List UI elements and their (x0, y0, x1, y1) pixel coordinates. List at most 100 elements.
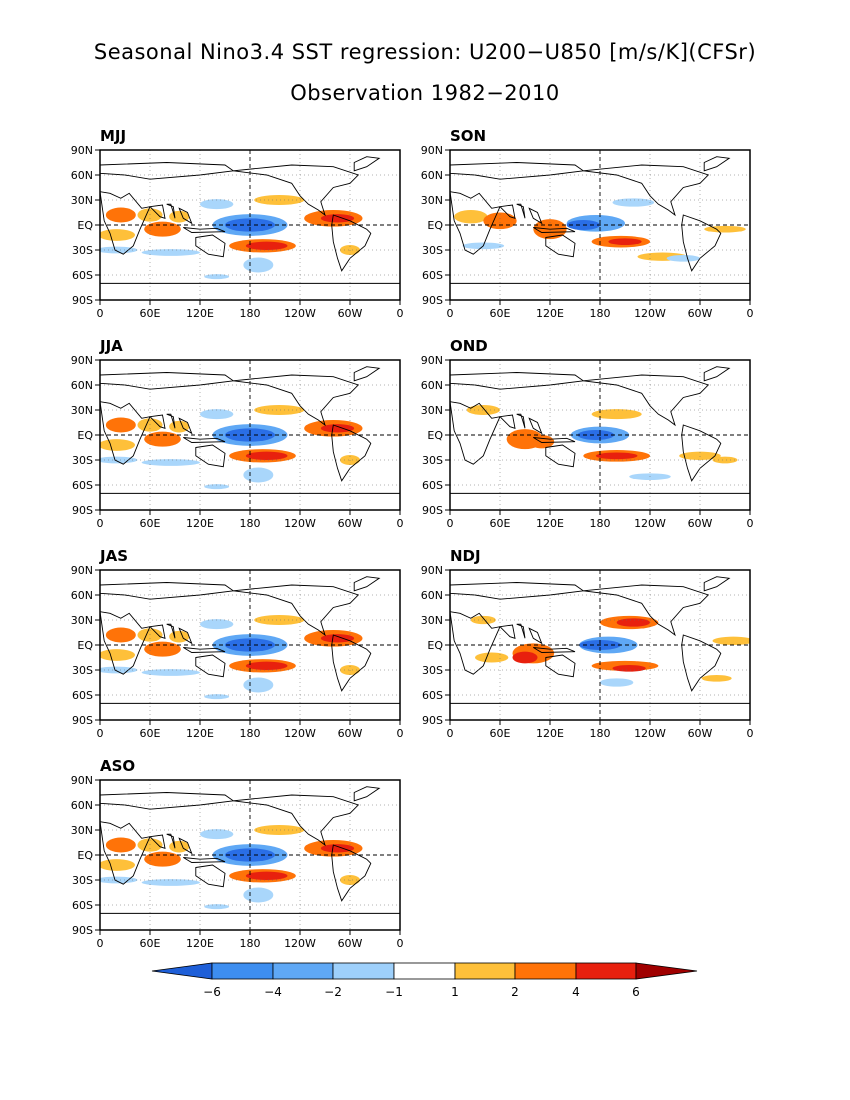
anomaly-blob (666, 255, 700, 262)
continent-outline (516, 623, 526, 639)
continent-outline (100, 162, 235, 180)
lat-tick-label: EQ (77, 429, 93, 442)
panel-title: JJA (99, 337, 123, 355)
lon-tick-label: 180 (240, 517, 261, 530)
lat-tick-label: 90S (422, 504, 443, 517)
continent-outline (233, 374, 360, 427)
panel-title: NDJ (450, 547, 481, 565)
lon-tick-label: 120W (634, 307, 666, 320)
colorbar-high-arrow (635, 962, 698, 980)
anomaly-blob (243, 887, 274, 903)
lat-tick-label: 60S (422, 689, 443, 702)
anomaly-blob (512, 651, 538, 664)
lon-tick-label: 180 (240, 307, 261, 320)
continent-outline (166, 203, 176, 219)
lon-tick-label: 0 (747, 307, 754, 320)
continent-outline (100, 191, 151, 255)
anomaly-blob (105, 207, 136, 223)
continent-outline (499, 624, 516, 639)
lon-tick-label: 60W (338, 937, 363, 950)
continent-outline (450, 162, 585, 180)
colorbar-label: −2 (324, 985, 342, 999)
anomaly-blob (470, 615, 496, 625)
continent-outline (703, 366, 731, 382)
colorbar-low-arrow (151, 962, 213, 980)
anomaly-blob (141, 669, 200, 676)
anomaly-blob (100, 876, 138, 884)
lat-tick-label: 90S (72, 714, 93, 727)
lon-tick-label: 60E (140, 307, 161, 320)
anomaly-blob (169, 210, 190, 223)
anomaly-blob (243, 257, 274, 273)
anomaly-blob (200, 619, 234, 630)
lon-tick-label: 60W (338, 307, 363, 320)
anomaly-blob (100, 246, 138, 254)
continent-outline (450, 611, 501, 675)
map-panel: 90N 60N 30N EQ 30S 60S 90S 0 60E 120E 180 120W 60W 0 J… (71, 337, 404, 530)
lon-tick-label: 120E (186, 307, 214, 320)
continent-outline (353, 576, 381, 592)
continent-outline (583, 584, 710, 637)
anomaly-blob (105, 837, 136, 853)
continent-outline (233, 794, 360, 847)
lat-tick-label: 30S (422, 454, 443, 467)
lon-tick-label: 60W (688, 517, 713, 530)
continent-outline (183, 647, 226, 653)
colorbar-label: 2 (511, 985, 519, 999)
continent-outline (528, 207, 543, 225)
continent-outline (166, 833, 176, 849)
anomaly-blob (616, 618, 650, 627)
anomaly-blob (243, 467, 274, 483)
lon-tick-label: 60E (490, 727, 511, 740)
lat-tick-label: 90S (72, 504, 93, 517)
lon-tick-label: 120W (284, 307, 316, 320)
lon-tick-label: 0 (747, 517, 754, 530)
anomaly-blob (144, 641, 181, 657)
lat-tick-label: 30N (421, 614, 443, 627)
lon-tick-label: 0 (97, 937, 104, 950)
lat-tick-label: 30N (421, 194, 443, 207)
anomaly-blob (704, 225, 746, 233)
lat-tick-label: 60S (72, 689, 93, 702)
lat-tick-label: 30N (71, 824, 93, 837)
anomaly-blob (245, 451, 288, 461)
anomaly-blob (320, 424, 355, 433)
continent-outline (533, 437, 576, 443)
anomaly-blob (100, 229, 135, 241)
colorbar-label: 1 (451, 985, 459, 999)
map-panel: 90N 60N 30N EQ 30S 60S 90S 0 60E 120E 180 120W 60W 0 O… (421, 337, 754, 530)
colorbar-segment (454, 962, 516, 980)
continent-outline (499, 204, 516, 219)
lon-tick-label: 60E (140, 517, 161, 530)
lon-tick-label: 60W (338, 727, 363, 740)
lon-tick-label: 180 (240, 937, 261, 950)
anomaly-blob (454, 210, 488, 224)
lon-tick-label: 120E (186, 517, 214, 530)
lat-tick-label: 60S (72, 899, 93, 912)
continent-outline (183, 857, 226, 863)
lat-tick-label: EQ (427, 219, 443, 232)
anomaly-blob (600, 678, 634, 687)
anomaly-blob (466, 405, 501, 415)
colorbar-label: −4 (264, 985, 282, 999)
anomaly-blob (475, 652, 509, 663)
anomaly-blob (100, 666, 138, 674)
continent-outline (681, 634, 722, 692)
anomaly-blob (204, 904, 230, 910)
lon-tick-label: 120W (634, 727, 666, 740)
lat-tick-label: 60N (71, 169, 93, 182)
anomaly-blob (144, 851, 181, 867)
lat-tick-label: EQ (427, 429, 443, 442)
anomaly-blob (612, 198, 655, 207)
lon-tick-label: 0 (447, 727, 454, 740)
anomaly-blob (204, 484, 230, 490)
lat-tick-label: 90N (71, 354, 93, 367)
lat-tick-label: 90S (72, 924, 93, 937)
anomaly-blob (712, 636, 750, 645)
map-panel: 90N 60N 30N EQ 30S 60S 90S 0 60E 120E 180 120W 60W 0 M… (71, 127, 404, 320)
lat-tick-label: EQ (77, 849, 93, 862)
continent-outline (545, 234, 576, 258)
continent-outline (499, 414, 516, 429)
lon-tick-label: 60W (688, 727, 713, 740)
anomaly-blob (320, 844, 355, 853)
